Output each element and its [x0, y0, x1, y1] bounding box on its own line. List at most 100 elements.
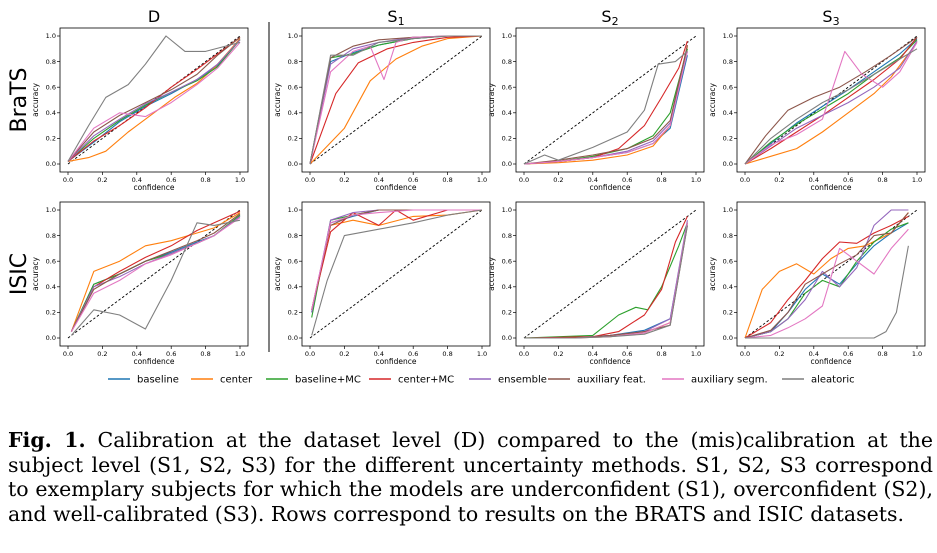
x-tick-label: 1.0 [691, 176, 701, 184]
x-tick-label: 0.8 [877, 176, 887, 184]
legend-item-center-mc: center+MC [369, 375, 454, 386]
panel-brats-d: 0.0 0.0 0.2 0.2 0.4 0.4 0.6 0.6 0.8 0.8 1.0 1.0 conf… [31, 27, 249, 192]
legend-label: baseline [137, 375, 179, 386]
y-tick-label: 0.0 [502, 160, 512, 168]
x-tick-label: 0.4 [374, 176, 384, 184]
x-axis-label: confidence [589, 183, 630, 192]
panel-isic-s1: 0.0 0.0 0.2 0.2 0.4 0.4 0.6 0.6 0.8 0.8 1.0 1.0 conf… [273, 201, 491, 366]
axes-frame [515, 201, 705, 347]
y-axis-label: accuracy [708, 257, 717, 291]
panel-isic-s3: 0.0 0.0 0.2 0.2 0.4 0.4 0.6 0.6 0.8 0.8 1.0 1.0 conf… [708, 201, 926, 366]
series-line-auxiliary-segm [744, 42, 918, 165]
legend-label: center+MC [398, 375, 454, 386]
x-tick-label: 0.8 [877, 350, 887, 358]
y-tick-label: 0.8 [288, 232, 298, 240]
x-tick-label: 1.0 [477, 176, 487, 184]
x-tick-label: 0.6 [166, 176, 176, 184]
x-tick-label: 0.0 [63, 350, 73, 358]
axes-frame [59, 201, 249, 347]
y-axis-label: accuracy [31, 257, 40, 291]
series-line-center [309, 35, 483, 165]
series-line-baseline-mc [523, 222, 688, 339]
series-line-baseline-mc [744, 39, 918, 165]
series-line-aleatoric [524, 225, 688, 339]
series-line-auxiliary-feat [67, 36, 241, 162]
legend-item-baseline: baseline [108, 375, 179, 386]
series-line-ensemble [67, 39, 241, 162]
legend-label: auxiliary feat. [577, 375, 646, 386]
y-axis-label: accuracy [273, 257, 282, 291]
x-tick-label: 0.0 [740, 176, 750, 184]
x-tick-label: 0.4 [132, 350, 142, 358]
x-axis-label: confidence [133, 183, 174, 192]
subplot-grid: 0.0 0.0 0.2 0.2 0.4 0.4 0.6 0.6 0.8 0.8 1.0 1.0 conf… [31, 27, 926, 366]
series-line-auxiliary-segm [744, 228, 909, 339]
series-line-baseline [744, 38, 918, 165]
x-tick-label: 0.6 [622, 176, 632, 184]
y-tick-label: 0.2 [502, 309, 512, 317]
x-tick-label: 0.8 [200, 350, 210, 358]
series-line-center [70, 212, 241, 332]
x-axis-label: confidence [810, 183, 851, 192]
series-line-auxiliary-segm [523, 51, 688, 165]
column-title-d: D [148, 7, 160, 26]
y-tick-label: 0.8 [723, 232, 733, 240]
column-title-s2: S2 [601, 7, 618, 28]
y-tick-label: 0.2 [288, 135, 298, 143]
legend-item-aleatoric: aleatoric [782, 375, 855, 386]
y-tick-label: 0.4 [723, 283, 733, 291]
figure-caption: Fig. 1. Calibration at the dataset level… [8, 428, 933, 526]
x-tick-label: 0.0 [305, 350, 315, 358]
y-tick-label: 0.8 [288, 58, 298, 66]
row-label-isic: ISIC [7, 253, 32, 295]
y-tick-label: 0.4 [502, 283, 512, 291]
series-line-center-mc [744, 215, 909, 339]
x-tick-label: 1.0 [691, 350, 701, 358]
y-tick-label: 1.0 [502, 206, 512, 214]
y-tick-label: 0.0 [723, 334, 733, 342]
y-tick-label: 0.0 [502, 334, 512, 342]
y-tick-label: 0.6 [46, 257, 56, 265]
y-tick-label: 0.6 [288, 257, 298, 265]
y-tick-label: 0.4 [288, 109, 298, 117]
x-tick-label: 0.4 [809, 350, 819, 358]
y-tick-label: 0.2 [723, 135, 733, 143]
x-tick-label: 1.0 [235, 176, 245, 184]
x-tick-label: 0.4 [132, 176, 142, 184]
y-tick-label: 1.0 [288, 206, 298, 214]
x-tick-label: 0.6 [622, 350, 632, 358]
y-tick-label: 1.0 [46, 32, 56, 40]
x-tick-label: 0.2 [553, 176, 563, 184]
x-tick-label: 0.2 [339, 176, 349, 184]
x-tick-label: 0.4 [588, 176, 598, 184]
y-axis-label: accuracy [487, 83, 496, 117]
x-tick-label: 1.0 [235, 350, 245, 358]
y-tick-label: 0.2 [502, 135, 512, 143]
series-line-auxiliary-segm [67, 42, 241, 162]
x-tick-label: 0.8 [656, 350, 666, 358]
legend-label: auxiliary segm. [691, 375, 768, 386]
legend-item-center: center [191, 375, 253, 386]
series-line-center-mc [309, 35, 483, 165]
column-title-s1: S1 [387, 7, 404, 28]
panel-brats-s2: 0.0 0.0 0.2 0.2 0.4 0.4 0.6 0.6 0.8 0.8 1.0 1.0 conf… [487, 27, 705, 192]
x-axis-label: confidence [375, 183, 416, 192]
panel-brats-s1: 0.0 0.0 0.2 0.2 0.4 0.4 0.6 0.6 0.8 0.8 1.0 1.0 conf… [273, 27, 491, 192]
x-tick-label: 0.0 [63, 176, 73, 184]
y-tick-label: 0.0 [288, 334, 298, 342]
y-tick-label: 0.0 [46, 160, 56, 168]
x-tick-label: 0.2 [553, 350, 563, 358]
legend-item-auxiliary-feat: auxiliary feat. [548, 375, 646, 386]
y-tick-label: 0.0 [723, 160, 733, 168]
x-tick-label: 0.2 [339, 350, 349, 358]
series-line-aleatoric [311, 209, 483, 336]
y-tick-label: 0.0 [46, 334, 56, 342]
x-tick-label: 1.0 [477, 350, 487, 358]
y-tick-label: 0.8 [502, 232, 512, 240]
y-tick-label: 0.8 [46, 58, 56, 66]
x-tick-label: 0.4 [588, 350, 598, 358]
y-tick-label: 1.0 [288, 32, 298, 40]
y-tick-label: 1.0 [723, 32, 733, 40]
y-tick-label: 1.0 [46, 206, 56, 214]
